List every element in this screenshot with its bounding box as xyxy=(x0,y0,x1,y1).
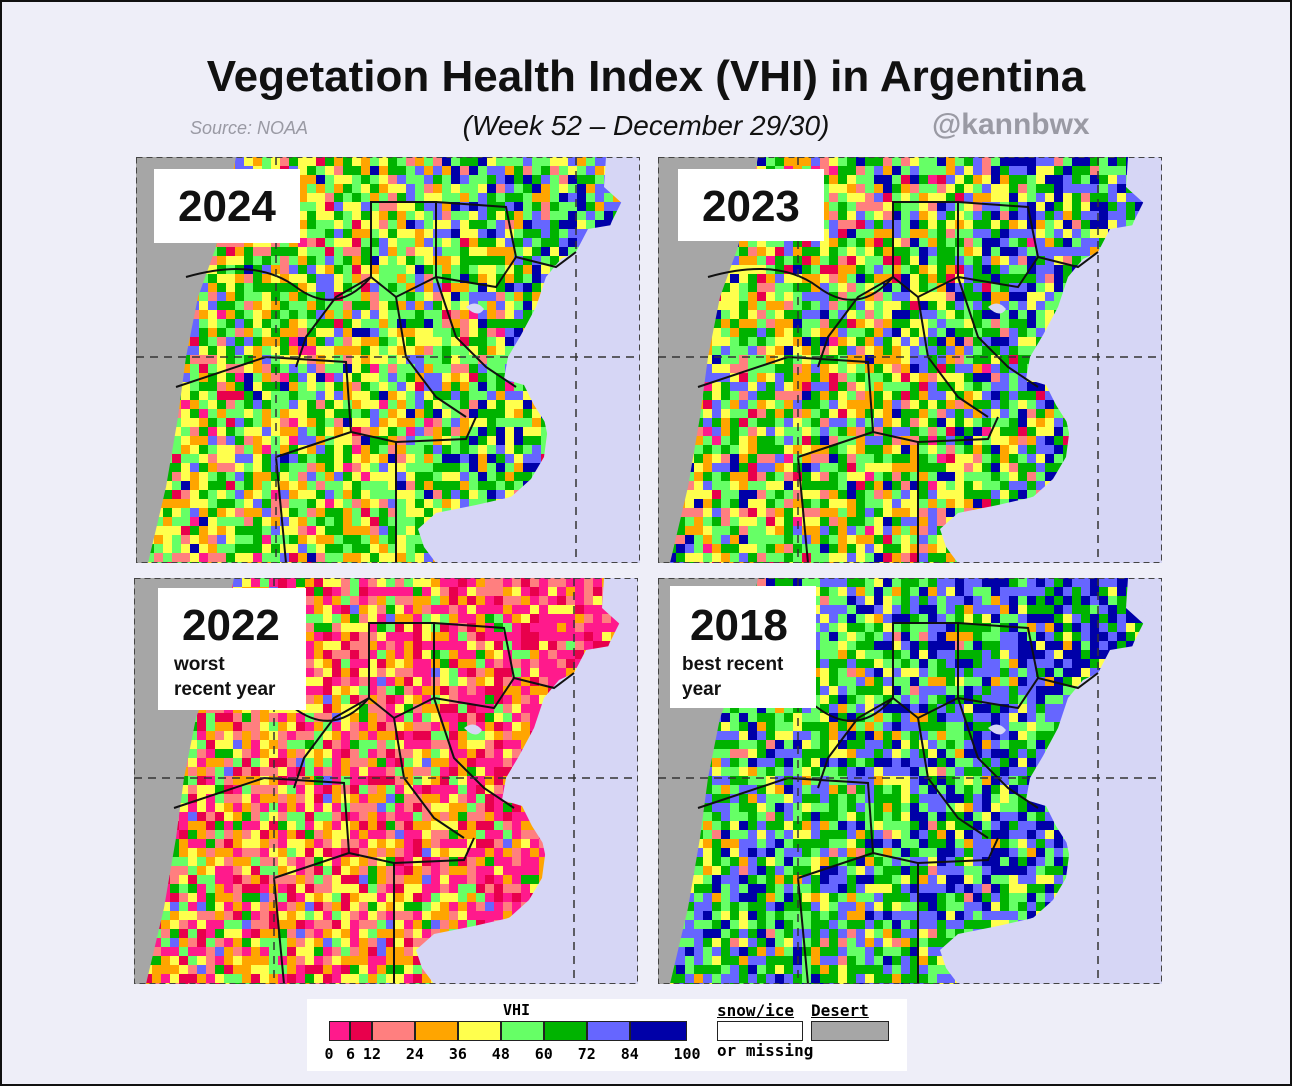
vhi-legend: VHI snow/ice or missing Desert 0 6 12 24 36 4… xyxy=(307,999,907,1071)
lake-area xyxy=(464,724,482,735)
year-label-box: 2023 xyxy=(678,169,824,241)
legend-swatch-60-72 xyxy=(543,1021,587,1041)
panel-frame xyxy=(134,578,638,984)
author-handle: @kannbwx xyxy=(932,108,1090,141)
year-note-line1: worst xyxy=(174,654,225,675)
legend-swatch-6-12 xyxy=(350,1021,372,1041)
legend-swatch-72-84 xyxy=(586,1021,630,1041)
andes-desert-area xyxy=(136,157,236,563)
year-label: 2018 xyxy=(690,601,788,650)
legend-swatch-84-100 xyxy=(629,1021,687,1041)
lake-area xyxy=(466,303,484,314)
legend-tick: 48 xyxy=(491,1045,510,1063)
vhi-map-2023 xyxy=(658,157,1162,563)
figure-subtitle: (Week 52 – December 29/30) xyxy=(462,110,830,141)
legend-tick: 0 xyxy=(324,1045,334,1063)
legend-snow-swatch xyxy=(717,1021,803,1041)
atlantic-ocean-area xyxy=(426,157,640,563)
andes-desert-area xyxy=(658,157,758,563)
province-borders xyxy=(697,622,1099,984)
legend-swatch-12-24 xyxy=(371,1021,415,1041)
legend-tick: 72 xyxy=(577,1045,596,1063)
legend-desert-swatch xyxy=(811,1021,889,1041)
legend-tick: 100 xyxy=(673,1045,701,1063)
atlantic-ocean-area xyxy=(424,578,638,984)
legend-missing-label: or missing xyxy=(717,1041,814,1060)
year-note-line2: recent year xyxy=(174,679,276,700)
legend-tick: 36 xyxy=(448,1045,467,1063)
panel-frame xyxy=(658,578,1162,984)
graticule xyxy=(136,157,640,563)
source-credit: Source: NOAA xyxy=(190,118,309,138)
year-label-box: 2018 best recent year xyxy=(670,586,816,708)
province-borders xyxy=(175,201,577,563)
graticule xyxy=(658,157,1162,563)
legend-title: VHI xyxy=(503,1001,531,1019)
legend-swatch-0-6 xyxy=(329,1021,351,1041)
map-panel-2022: 2022 worst recent year xyxy=(134,578,638,984)
province-borders xyxy=(697,201,1099,563)
year-label: 2022 xyxy=(182,601,280,650)
legend-desert-label: Desert xyxy=(811,1001,869,1020)
legend-tick: 6 xyxy=(345,1045,355,1063)
figure-title: Vegetation Health Index (VHI) in Argenti… xyxy=(206,52,1086,101)
map-panel-2024: 2024 xyxy=(136,157,640,563)
legend-tick: 24 xyxy=(405,1045,424,1063)
year-label-box: 2022 worst recent year xyxy=(158,588,306,710)
atlantic-ocean-area xyxy=(948,578,1162,984)
map-panel-2023: 2023 xyxy=(658,157,1162,563)
graticule xyxy=(658,578,1162,984)
graticule xyxy=(134,578,638,984)
vhi-map-2022 xyxy=(134,578,638,984)
panel-frame xyxy=(136,157,640,563)
year-label: 2023 xyxy=(702,182,800,231)
legend-swatch-24-36 xyxy=(414,1021,458,1041)
legend-tick: 84 xyxy=(620,1045,639,1063)
panel-frame xyxy=(658,157,1162,563)
year-note-line2: year xyxy=(682,679,722,700)
year-label: 2024 xyxy=(178,182,276,231)
legend-swatch-36-48 xyxy=(457,1021,501,1041)
legend-tick: 12 xyxy=(362,1045,381,1063)
year-note-line1: best recent xyxy=(682,654,784,675)
lake-area xyxy=(988,303,1006,314)
legend-tick: 60 xyxy=(534,1045,553,1063)
year-label-box: 2024 xyxy=(154,169,300,243)
lake-area xyxy=(988,724,1006,735)
legend-swatch-48-60 xyxy=(500,1021,544,1041)
atlantic-ocean-area xyxy=(948,157,1162,563)
legend-snow-label: snow/ice xyxy=(717,1001,795,1020)
map-panel-2018: 2018 best recent year xyxy=(658,578,1162,984)
